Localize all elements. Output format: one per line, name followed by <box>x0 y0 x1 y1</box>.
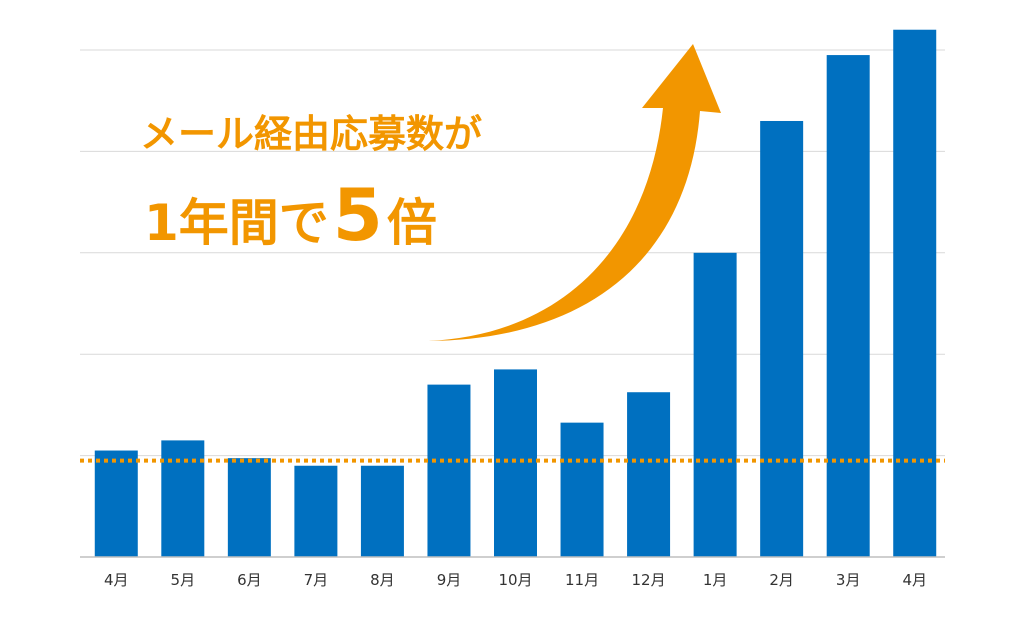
bar <box>760 120 804 557</box>
x-tick-label: 8月 <box>370 571 395 589</box>
bar <box>826 55 870 557</box>
headline-prefix: 1年間で <box>144 194 329 252</box>
bar <box>893 29 937 558</box>
bar <box>227 458 271 557</box>
x-tick-label: 9月 <box>437 571 462 589</box>
bar <box>294 465 338 557</box>
bar <box>627 392 671 557</box>
x-tick-label: 12月 <box>632 571 666 589</box>
bar <box>161 440 205 557</box>
x-tick-label: 2月 <box>769 571 794 589</box>
bar <box>693 252 737 558</box>
headline-number: 5 <box>333 173 383 257</box>
bar <box>494 369 537 557</box>
bar <box>560 422 604 557</box>
x-tick-label: 4月 <box>902 571 927 589</box>
x-tick-labels: 4月 5月 6月 7月 8月 9月 10月 11月 12月 1月 2月 3月 4月 <box>104 571 927 589</box>
upward-arrow-icon <box>428 44 721 341</box>
x-tick-label: 1月 <box>703 571 728 589</box>
headline-line-1: メール経由応募数が <box>140 112 482 156</box>
headline-suffix: 倍 <box>387 194 437 252</box>
x-tick-label: 6月 <box>237 571 262 589</box>
x-tick-label: 7月 <box>304 571 329 589</box>
x-tick-label: 11月 <box>565 571 599 589</box>
bar <box>360 465 404 557</box>
bar <box>94 450 138 557</box>
x-tick-label: 5月 <box>171 571 196 589</box>
headline-line-2: 1年間で5倍 <box>144 173 437 257</box>
bar <box>427 384 471 557</box>
x-tick-label: 10月 <box>498 571 532 589</box>
x-tick-label: 4月 <box>104 571 129 589</box>
x-tick-label: 3月 <box>836 571 861 589</box>
bars <box>94 29 937 558</box>
